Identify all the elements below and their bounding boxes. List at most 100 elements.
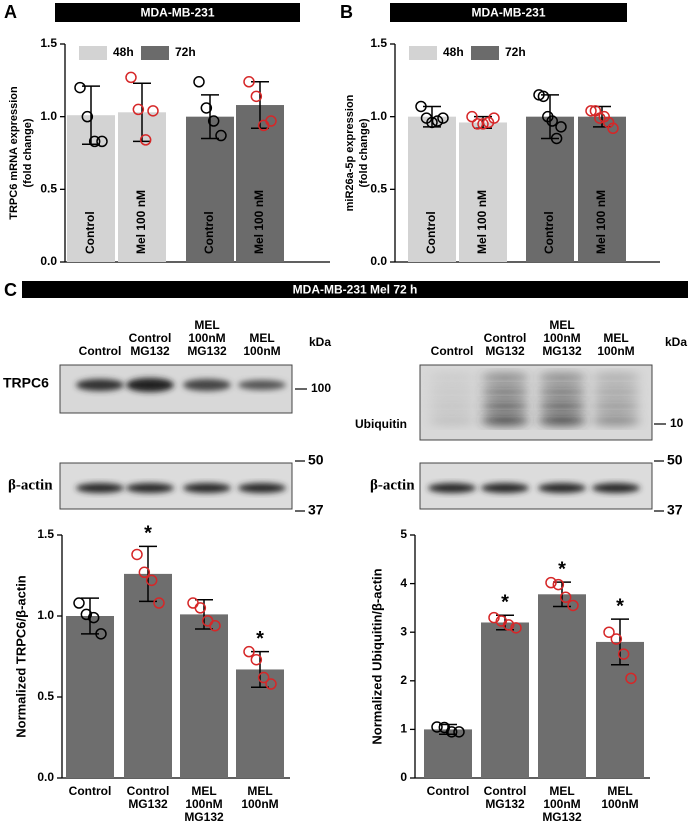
data-point bbox=[265, 115, 277, 127]
text-line: 100nM bbox=[185, 797, 222, 811]
data-point bbox=[125, 71, 137, 84]
blot-band bbox=[183, 379, 231, 391]
marker-label: 50 bbox=[667, 452, 683, 468]
bar bbox=[578, 116, 626, 263]
text-line: 100nM bbox=[241, 797, 278, 811]
data-point bbox=[437, 112, 449, 124]
y-axis-label: (fold change) bbox=[358, 118, 370, 187]
category-label: Control MG132 bbox=[484, 784, 527, 811]
data-point bbox=[585, 105, 597, 117]
data-point bbox=[80, 608, 93, 621]
data-point bbox=[153, 597, 165, 609]
data-point bbox=[545, 576, 557, 589]
category-label: MEL 100nM bbox=[601, 784, 638, 811]
data-point bbox=[550, 132, 563, 145]
data-point bbox=[207, 115, 220, 127]
blot-smear bbox=[592, 387, 640, 397]
legend-swatch bbox=[409, 46, 437, 60]
marker-label: 100 bbox=[311, 381, 331, 395]
bar bbox=[124, 573, 172, 778]
blot-band bbox=[592, 483, 640, 493]
data-point bbox=[617, 648, 630, 660]
bar bbox=[526, 116, 574, 263]
category-label: Control bbox=[83, 211, 97, 254]
y-axis-label: TRPC6 mRNA expression bbox=[8, 86, 20, 220]
marker-label: 50 bbox=[308, 452, 324, 468]
lane-label: Control bbox=[79, 344, 122, 358]
data-point bbox=[138, 566, 151, 579]
data-point bbox=[132, 103, 145, 116]
y-tick-label: 0.0 bbox=[370, 254, 387, 268]
header-bar bbox=[22, 281, 688, 298]
significance-mark: * bbox=[501, 591, 509, 613]
y-axis-label: Normalized Ubiquitin/β-actin bbox=[369, 568, 384, 744]
significance-mark: * bbox=[256, 628, 264, 650]
data-point bbox=[453, 726, 465, 738]
blot-smear bbox=[481, 387, 529, 397]
blot-band bbox=[76, 483, 124, 493]
kda-label: kDa bbox=[665, 335, 687, 349]
data-point bbox=[625, 672, 637, 685]
blot-band bbox=[481, 483, 529, 493]
data-point bbox=[502, 619, 515, 631]
bar bbox=[66, 616, 114, 778]
y-axis-label: miR26a-5p expression bbox=[344, 94, 356, 211]
text-line: 100nM bbox=[243, 344, 280, 358]
blot-smear bbox=[481, 401, 529, 411]
y-tick-label: 1.5 bbox=[370, 36, 387, 50]
blot-band bbox=[238, 380, 286, 390]
panel-label: B bbox=[340, 2, 353, 22]
blot-band bbox=[126, 483, 174, 493]
significance-mark: * bbox=[616, 595, 624, 617]
data-point bbox=[466, 110, 478, 123]
lane-label: Control MG132 bbox=[484, 331, 527, 358]
y-tick-label: 1.5 bbox=[40, 36, 57, 50]
category-label: Control bbox=[427, 784, 470, 798]
blot-band bbox=[76, 379, 124, 391]
y-tick-label: 0.5 bbox=[37, 689, 54, 703]
data-point bbox=[607, 122, 619, 135]
legend-label: 48h bbox=[443, 45, 464, 59]
data-point bbox=[215, 129, 227, 142]
category-label: Mel 100 nM bbox=[475, 190, 489, 254]
text-line: MEL bbox=[603, 331, 628, 345]
lane-label: Control MG132 bbox=[129, 331, 172, 358]
blot-smear bbox=[538, 401, 586, 411]
category-label: Mel 100 nM bbox=[252, 190, 266, 254]
y-tick-label: 0 bbox=[400, 770, 407, 784]
category-label: Control bbox=[542, 211, 556, 254]
y-tick-label: 0.5 bbox=[40, 182, 57, 196]
data-point bbox=[552, 578, 565, 591]
text-line: 100nM bbox=[543, 797, 580, 811]
data-point bbox=[488, 112, 500, 124]
data-point bbox=[546, 115, 558, 127]
category-label: MEL 100nM MG132 bbox=[184, 784, 224, 824]
lane-label: MEL 100nM MG132 bbox=[187, 318, 227, 358]
data-point bbox=[96, 135, 108, 148]
text-line: 100nM bbox=[597, 344, 634, 358]
bar bbox=[459, 122, 507, 262]
data-point bbox=[610, 633, 623, 645]
data-point bbox=[243, 76, 255, 88]
data-point bbox=[193, 76, 205, 88]
panel-label: C bbox=[4, 280, 17, 300]
category-label: Control bbox=[202, 211, 216, 254]
y-tick-label: 0.0 bbox=[37, 770, 54, 784]
data-point bbox=[477, 118, 489, 130]
text-line: Control bbox=[127, 784, 170, 798]
blot-smear bbox=[428, 373, 476, 383]
data-point bbox=[145, 574, 158, 587]
header-text: MDA-MB-231 Mel 72 h bbox=[293, 283, 418, 297]
y-axis-label: Normalized TRPC6/β-actin bbox=[13, 575, 28, 738]
category-label: Control bbox=[69, 784, 112, 798]
blot-smear bbox=[481, 415, 529, 425]
y-tick-label: 1.0 bbox=[37, 608, 54, 622]
blot-smear bbox=[481, 373, 529, 383]
category-label: Control bbox=[424, 211, 438, 254]
y-tick-label: 0.0 bbox=[40, 254, 57, 268]
text-line: MG132 bbox=[485, 344, 525, 358]
text-line: MG132 bbox=[128, 797, 168, 811]
text-line: Control bbox=[484, 331, 527, 345]
